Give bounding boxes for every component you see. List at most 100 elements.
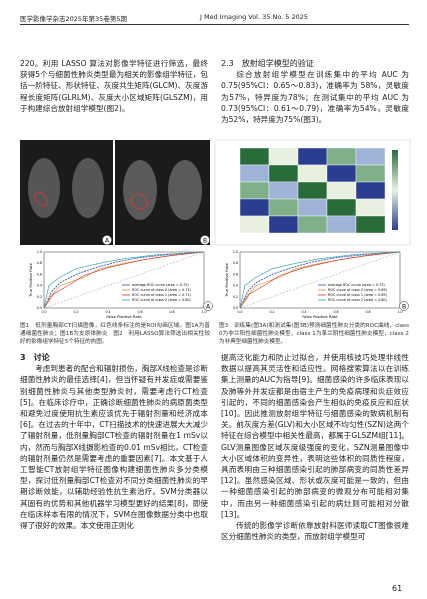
heat-cell	[268, 198, 299, 217]
x-tick-label: 0.2	[269, 310, 274, 314]
roc-panel: 0.00.0 0.2 0.2 0.4 0.4 0.6 0.6 0.8 0.8 1.0 1.0 Fals…	[224, 250, 409, 319]
y-tick-label: 0.2	[37, 295, 42, 299]
heat-cell	[268, 147, 299, 166]
heat-cell	[326, 147, 357, 166]
header-right: J Med Imaging Vol. 35 No. 5 2025	[200, 13, 309, 21]
top-right-column: 2.3 放射组学模型的验证 综合放射组学模型在训练集中的平均 AUC 为 0.7…	[221, 58, 409, 125]
heat-cell	[239, 198, 270, 217]
heat-cell	[239, 215, 270, 234]
y-tick-label: 0.8	[37, 261, 42, 265]
x-axis-label: False Positive Rate	[106, 314, 142, 319]
y-tick-label: 0.0	[233, 306, 238, 310]
heat-cell	[326, 198, 357, 217]
heat-cell	[297, 181, 328, 200]
y-tick-label: 0.6	[233, 272, 238, 276]
y-tick-label: 1.0	[37, 250, 42, 254]
x-tick-label: 0.6	[137, 310, 142, 314]
legend-entry: ROC curve of class 1 (area = 0.69)	[328, 293, 388, 297]
heat-cell	[355, 181, 386, 200]
legend-entry: ROC curve of class 0 (area = 0.73)	[132, 288, 192, 292]
roc-curve	[239, 251, 401, 309]
section-right-column: 提高泛化能力和防止过拟合，并使用核技巧处理非线性数据以提高其灵活性和适应性。网格…	[221, 352, 409, 542]
x-tick-label: 0.6	[333, 310, 338, 314]
legend-entry: average ROC curve (area = 0.75)	[132, 283, 189, 287]
paragraph: 考虑到患者的配合和辐射损伤，胸部X线检查是诊断细菌性肺炎的最佳选择[4]，但当怀…	[20, 364, 208, 531]
legend-entry: ROC curve of class 1 (area = 0.71)	[132, 293, 192, 297]
y-axis-label: True Positive Rate	[224, 262, 229, 297]
paragraph: 220。利用 LASSO 算法对影像学特征进行筛选，最终获得5个与细菌性肺炎类型…	[20, 59, 208, 113]
y-tick-label: 1.0	[233, 250, 238, 254]
plot-frame	[239, 251, 401, 309]
legend-entry: ROC curve of class 0 (area = 0.69)	[328, 288, 388, 292]
roc-curve	[239, 251, 401, 309]
colorbar	[392, 150, 398, 230]
heat-cell	[268, 215, 299, 234]
label-badge	[102, 235, 112, 245]
subheading: 2.3 放射组学模型的验证	[221, 59, 314, 68]
heat-cell	[326, 164, 357, 183]
heat-cell	[297, 147, 328, 166]
heat-cell	[239, 181, 270, 200]
x-tick-label: 0.0	[41, 310, 46, 314]
heat-cell	[355, 164, 386, 183]
heatmap	[214, 139, 411, 246]
header-rule	[20, 24, 409, 25]
lung	[123, 160, 157, 220]
heat-cell	[355, 215, 386, 234]
label-badge	[399, 301, 409, 311]
x-tick-label: 0.4	[301, 310, 306, 314]
label-badge	[200, 235, 210, 245]
heat-cell	[355, 198, 386, 217]
legend-entry: ROC curve of class 2 (area = 0.80)	[328, 298, 388, 302]
roc-curve	[43, 251, 205, 309]
lung	[28, 158, 60, 218]
y-tick-label: 0.2	[233, 295, 238, 299]
roi	[33, 191, 49, 207]
heat-cell	[326, 181, 357, 200]
panel-label: B	[402, 304, 406, 311]
y-tick-label: 0.6	[37, 272, 42, 276]
section-left-column: 3 讨论 考虑到患者的配合和辐射损伤，胸部X线检查是诊断细菌性肺炎的最佳选择[4…	[20, 352, 208, 531]
legend-entry: ROC curve of class 2 (area = 0.80)	[132, 298, 192, 302]
heat-cell	[239, 164, 270, 183]
paragraph: 提高泛化能力和防止过拟合，并使用核技巧处理非线性数据以提高其灵活性和适应性。网格…	[221, 353, 409, 519]
heat-cell	[297, 215, 328, 234]
x-tick-label: 0.2	[73, 310, 78, 314]
x-tick-label: 0.4	[105, 310, 110, 314]
heat-cell	[297, 198, 328, 217]
x-tick-label: 1.0	[397, 310, 402, 314]
panel-label: A	[206, 304, 211, 311]
roc-curve	[43, 251, 205, 309]
heat-cell	[268, 181, 299, 200]
paragraph: 综合放射组学模型在训练集中的平均 AUC 为 0.75(95%CI：0.65～0…	[221, 70, 409, 125]
heat-cell	[268, 164, 299, 183]
roc-curve	[43, 251, 205, 309]
x-axis-label: False Positive Rate	[302, 314, 338, 319]
x-tick-label: 1.0	[201, 310, 206, 314]
lung	[168, 160, 202, 220]
heat-cell	[297, 164, 328, 183]
heat-cell	[326, 215, 357, 234]
panel-label: A	[105, 238, 110, 245]
top-left-column: 220。利用 LASSO 算法对影像学特征进行筛选，最终获得5个与细菌性肺炎类型…	[20, 58, 208, 114]
panel-label: B	[203, 238, 207, 245]
header-left: 医学影像学杂志2025年第35卷第5期	[20, 15, 127, 23]
section-heading: 3 讨论	[20, 353, 50, 362]
heat-cell	[355, 147, 386, 166]
x-tick-label: 0.0	[237, 310, 242, 314]
y-tick-label: 0.8	[233, 261, 238, 265]
chance-line	[43, 251, 205, 309]
roc-curve	[239, 251, 401, 309]
x-tick-label: 0.8	[365, 310, 370, 314]
lung	[72, 158, 104, 218]
heat-cell	[239, 147, 270, 166]
caption-right: 图3 训练集(图3A)和测试集(图3B)预测细菌性肺炎分类的ROC曲线，clas…	[219, 323, 409, 345]
y-tick-label: 0.4	[37, 284, 42, 288]
page-number: 61	[392, 584, 403, 593]
y-tick-label: 0.4	[233, 284, 238, 288]
label-badge	[203, 301, 213, 311]
legend-entry: average ROC curve (area = 0.73)	[328, 283, 385, 287]
y-tick-label: 0.0	[37, 306, 42, 310]
